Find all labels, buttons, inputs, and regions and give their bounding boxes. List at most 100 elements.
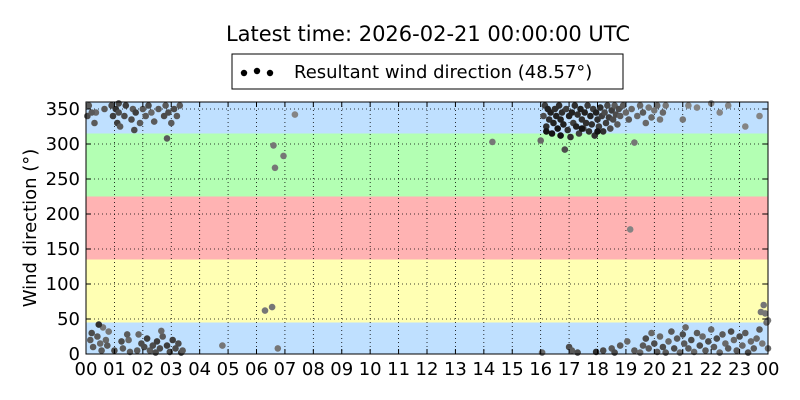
data-point <box>156 345 164 352</box>
data-point <box>716 109 723 116</box>
data-point <box>688 336 695 344</box>
data-point <box>616 342 624 349</box>
data-point <box>648 329 655 337</box>
data-point <box>268 303 276 311</box>
data-point <box>636 349 644 356</box>
chart-title: Latest time: 2026-02-21 00:00:00 UTC <box>226 22 630 46</box>
data-point <box>575 130 583 137</box>
data-point <box>693 329 701 337</box>
data-point <box>165 109 172 116</box>
data-point <box>642 119 650 127</box>
data-point <box>561 146 569 153</box>
data-point <box>742 329 749 337</box>
data-point <box>104 342 111 349</box>
data-point <box>115 109 122 116</box>
x-tick-label: 04 <box>188 359 211 380</box>
data-point <box>123 331 131 338</box>
y-axis-label: Wind direction (°) <box>20 149 41 308</box>
data-point <box>219 342 226 349</box>
x-tick-label: 06 <box>245 359 268 380</box>
data-point <box>557 132 564 139</box>
data-point <box>557 116 564 123</box>
data-point <box>628 105 635 113</box>
data-point <box>648 114 655 121</box>
data-point <box>693 104 701 111</box>
data-point <box>105 328 112 335</box>
y-tick-label: 350 <box>46 99 80 120</box>
data-point <box>582 119 590 127</box>
data-point <box>653 102 661 109</box>
data-point <box>599 128 607 135</box>
data-point <box>602 119 610 127</box>
data-point <box>724 345 732 352</box>
x-tick-label: 09 <box>330 359 353 380</box>
data-point <box>656 333 664 340</box>
data-point <box>170 105 178 113</box>
data-point <box>153 338 161 345</box>
data-point <box>574 111 581 118</box>
data-point <box>89 343 97 351</box>
data-point <box>631 139 638 146</box>
data-point <box>608 107 615 114</box>
data-point <box>639 109 647 116</box>
data-point <box>642 335 650 342</box>
data-point <box>148 109 155 116</box>
x-tick-label: 02 <box>131 359 154 380</box>
data-point <box>88 329 95 337</box>
data-point <box>665 338 672 345</box>
data-point <box>760 301 767 309</box>
data-point <box>756 112 763 120</box>
data-point <box>572 123 580 130</box>
y-tick-label: 100 <box>46 274 80 295</box>
data-point <box>176 102 184 109</box>
y-tick-label: 200 <box>46 204 80 225</box>
data-point <box>744 349 752 356</box>
data-point <box>713 335 721 342</box>
data-point <box>179 347 186 354</box>
data-point <box>739 342 746 349</box>
data-point <box>116 123 124 130</box>
legend-marker-dot <box>266 69 274 77</box>
x-axis-ticks: 00 01 02 03 04 05 06 07 08 09 10 11 12 13 14 15 16 17 18 19… <box>75 102 779 380</box>
data-point <box>604 102 611 109</box>
y-tick-label: 150 <box>46 239 80 260</box>
data-point <box>662 349 669 356</box>
data-point <box>159 333 166 340</box>
x-tick-label: 18 <box>586 359 609 380</box>
data-point <box>85 102 93 109</box>
data-point <box>555 102 563 109</box>
data-point <box>122 102 130 109</box>
legend-marker-dot <box>240 69 248 77</box>
data-point <box>636 102 644 109</box>
x-tick-label: 14 <box>472 359 495 380</box>
data-point <box>581 109 588 116</box>
data-point <box>568 109 576 116</box>
data-point <box>540 112 547 120</box>
data-point <box>634 112 641 120</box>
data-point <box>756 326 763 333</box>
data-point <box>280 152 287 160</box>
data-point <box>676 349 684 356</box>
legend-label: Resultant wind direction (48.57°) <box>294 62 592 83</box>
data-point <box>696 342 704 349</box>
data-point <box>659 343 667 351</box>
data-point <box>270 142 277 149</box>
data-point <box>757 308 765 316</box>
data-point <box>489 138 496 146</box>
y-tick-label: 0 <box>69 344 80 365</box>
legend: Resultant wind direction (48.57°) <box>231 53 624 90</box>
data-point <box>274 345 282 352</box>
data-point <box>121 112 128 120</box>
data-point <box>564 126 571 134</box>
data-point <box>136 119 144 127</box>
data-point <box>175 340 182 347</box>
y-axis-ticks: 0 50 100 150 200 250 300 350 <box>46 99 768 365</box>
data-point <box>592 109 600 116</box>
data-point <box>131 126 138 134</box>
data-point <box>132 109 139 116</box>
data-point <box>128 116 135 123</box>
data-point <box>142 112 149 120</box>
data-point <box>705 338 712 345</box>
data-point <box>143 335 151 342</box>
data-point <box>163 135 171 142</box>
